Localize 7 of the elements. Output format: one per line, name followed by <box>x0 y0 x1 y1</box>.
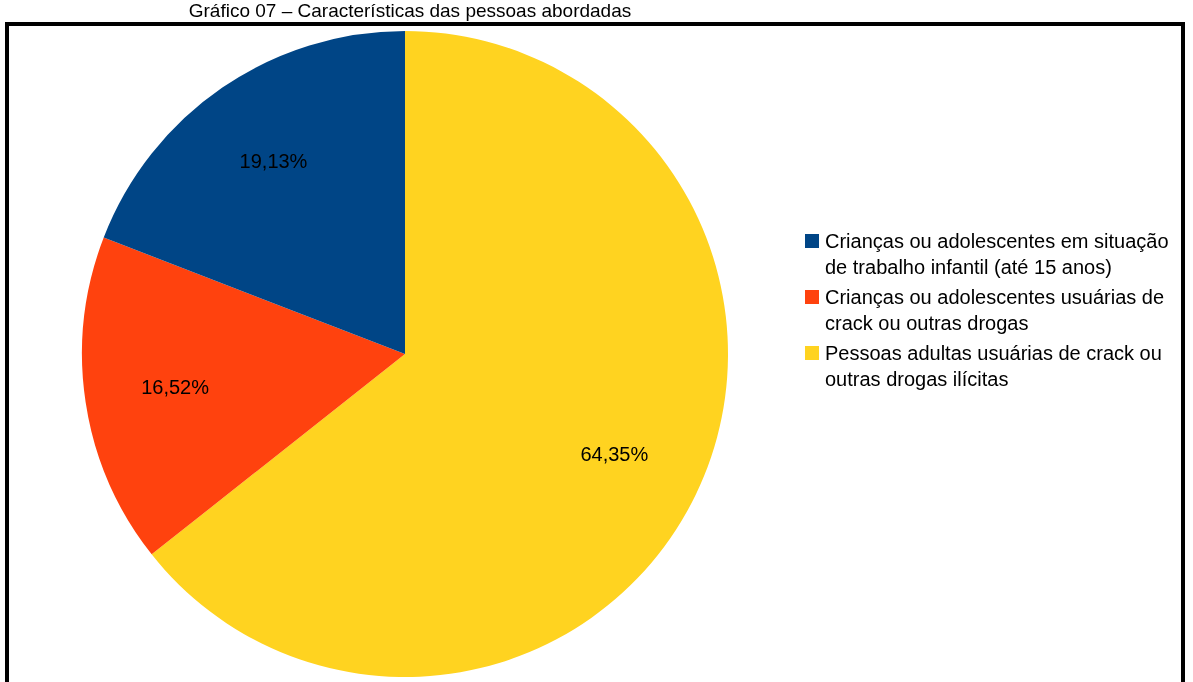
chart-title: Gráfico 07 – Características das pessoas abordadas <box>187 0 633 22</box>
legend-label: Pessoas adultas usuárias de crack ou outras drogas ilícitas <box>825 341 1163 392</box>
data-label: 64,35% <box>580 442 649 465</box>
data-label: 19,13% <box>239 149 308 172</box>
data-label: 16,52% <box>141 376 210 399</box>
legend-label: Crianças ou adolescentes usuárias de crack ou outras drogas <box>825 285 1166 336</box>
legend-label: Crianças ou adolescentes em situação de trabalho infantil (até 15 anos) <box>825 229 1170 280</box>
